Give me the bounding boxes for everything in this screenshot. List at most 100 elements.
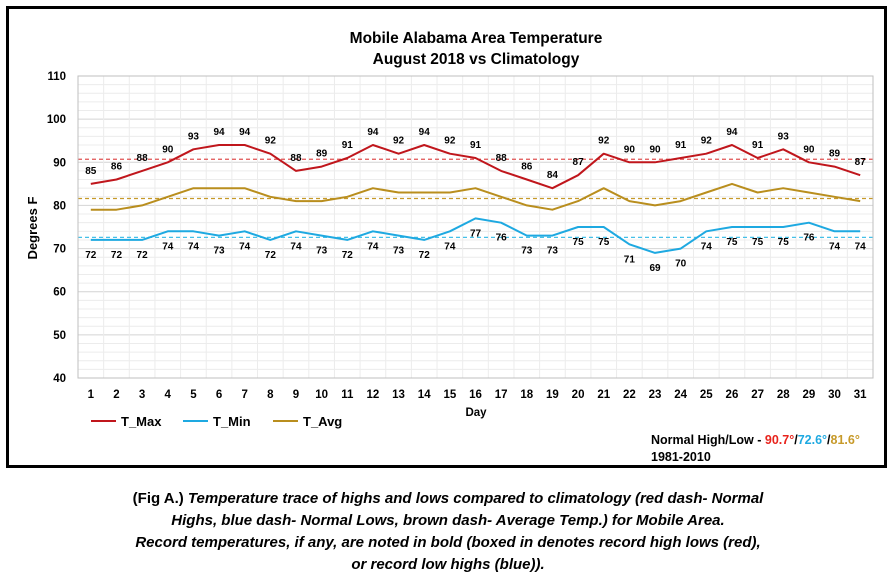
x-tick-label: 30 <box>828 389 841 401</box>
plot-border <box>77 75 874 379</box>
x-tick-label: 26 <box>726 389 739 401</box>
tmax-data-label: 90 <box>624 144 636 155</box>
caption-line-1: (Fig A.) Temperature trace of highs and … <box>0 488 896 510</box>
x-tick-label: 31 <box>854 389 867 401</box>
tmin-data-label: 75 <box>726 237 738 248</box>
tmin-data-label: 72 <box>137 250 149 261</box>
tmax-data-label: 94 <box>213 127 225 138</box>
x-tick-label: 23 <box>649 389 662 401</box>
y-tick-label: 100 <box>47 114 66 126</box>
x-tick-label: 27 <box>751 389 764 401</box>
y-tick-label: 110 <box>47 71 66 83</box>
tmax-data-label: 92 <box>265 136 277 147</box>
tmax-data-label: 90 <box>649 144 661 155</box>
y-axis-label: Degrees F <box>25 197 40 260</box>
normals-line: Normal High/Low - 90.7°/72.6°/81.6° <box>651 432 860 449</box>
caption-fig-label: (Fig A.) <box>132 490 184 507</box>
tmin-data-label: 74 <box>239 241 251 252</box>
tmin-data-label: 74 <box>290 241 302 252</box>
tmax-data-label: 92 <box>598 136 610 147</box>
tmax-data-label: 87 <box>855 157 867 168</box>
tmax-data-label: 90 <box>162 144 174 155</box>
tmax-data-label: 91 <box>342 140 354 151</box>
x-tick-label: 29 <box>802 389 815 401</box>
tmin-data-label: 72 <box>85 250 97 261</box>
series-line-t-max <box>90 144 861 190</box>
normal-low-value: 72.6° <box>797 433 828 447</box>
x-tick-label: 6 <box>216 389 222 401</box>
normals-sep2: / <box>827 433 831 447</box>
normal-avg-value: 81.6° <box>830 433 860 447</box>
legend-label: T_Min <box>213 414 251 429</box>
tmin-data-label: 74 <box>367 241 379 252</box>
legend-label: T_Avg <box>303 414 342 429</box>
x-tick-label: 25 <box>700 389 713 401</box>
normals-box: Normal High/Low - 90.7°/72.6°/81.6° 1981… <box>651 432 860 466</box>
y-tick-label: 90 <box>53 157 66 169</box>
tmax-data-label: 89 <box>316 149 328 160</box>
tmin-data-label: 75 <box>752 237 764 248</box>
tmin-data-label: 73 <box>213 246 225 257</box>
x-tick-label: 15 <box>443 389 456 401</box>
x-tick-label: 16 <box>469 389 482 401</box>
series-line-t-min <box>90 217 861 254</box>
y-tick-label: 40 <box>53 373 66 385</box>
x-tick-label: 18 <box>520 389 533 401</box>
x-tick-label: 8 <box>267 389 274 401</box>
tmax-data-label: 88 <box>290 153 302 164</box>
tmax-data-label: 88 <box>137 153 149 164</box>
normals-label: Normal High/Low - <box>651 433 765 447</box>
tmin-data-label: 77 <box>470 228 482 239</box>
tmax-data-label: 94 <box>419 127 431 138</box>
normal-high-value: 90.7° <box>764 433 795 447</box>
tmax-data-label: 91 <box>752 140 764 151</box>
chart-title: Mobile Alabama Area Temperature <box>350 30 603 47</box>
tmin-data-label: 72 <box>419 250 431 261</box>
tmax-data-label: 93 <box>188 131 200 142</box>
tmin-data-label: 73 <box>393 246 405 257</box>
x-tick-label: 5 <box>190 389 197 401</box>
x-tick-label: 9 <box>293 389 299 401</box>
tmax-data-label: 94 <box>726 127 738 138</box>
tmin-data-label: 76 <box>496 233 508 244</box>
tmax-data-label: 89 <box>829 149 841 160</box>
tmax-data-label: 86 <box>111 162 123 173</box>
x-tick-label: 22 <box>623 389 636 401</box>
x-tick-label: 24 <box>674 389 687 401</box>
tmax-data-label: 92 <box>444 136 456 147</box>
x-tick-label: 20 <box>572 389 585 401</box>
y-tick-label: 50 <box>53 330 66 342</box>
tmin-data-label: 74 <box>444 241 456 252</box>
tmax-data-label: 94 <box>239 127 251 138</box>
tmax-data-label: 87 <box>573 157 585 168</box>
tmax-data-label: 84 <box>547 170 559 181</box>
tmin-data-label: 74 <box>829 241 841 252</box>
series <box>90 144 861 254</box>
tmin-data-label: 73 <box>316 246 328 257</box>
series-line-t-avg <box>90 182 861 211</box>
caption-line-2: Highs, blue dash- Normal Lows, brown das… <box>171 512 725 529</box>
caption-text-1: Temperature trace of highs and lows comp… <box>183 490 764 507</box>
x-tick-label: 17 <box>495 389 508 401</box>
tmin-data-label: 74 <box>188 241 200 252</box>
tmax-data-label: 93 <box>778 131 790 142</box>
tmax-data-label: 91 <box>675 140 687 151</box>
tmin-data-label: 75 <box>598 237 610 248</box>
caption-line-4: or record low highs (blue)). <box>351 556 545 573</box>
tmax-data-label: 94 <box>367 127 379 138</box>
x-tick-label: 10 <box>315 389 328 401</box>
x-tick-label: 13 <box>392 389 405 401</box>
tmax-data-label: 90 <box>803 144 815 155</box>
tmin-data-label: 74 <box>162 241 174 252</box>
tmax-data-label: 88 <box>496 153 508 164</box>
legend-label: T_Max <box>121 414 162 429</box>
x-tick-label: 2 <box>113 389 119 401</box>
figure-caption: (Fig A.) Temperature trace of highs and … <box>0 488 896 576</box>
normals-period: 1981-2010 <box>651 450 711 464</box>
tmin-data-label: 71 <box>624 254 636 265</box>
tmin-data-label: 72 <box>342 250 354 261</box>
x-tick-label: 14 <box>418 389 431 401</box>
x-tick-label: 28 <box>777 389 790 401</box>
